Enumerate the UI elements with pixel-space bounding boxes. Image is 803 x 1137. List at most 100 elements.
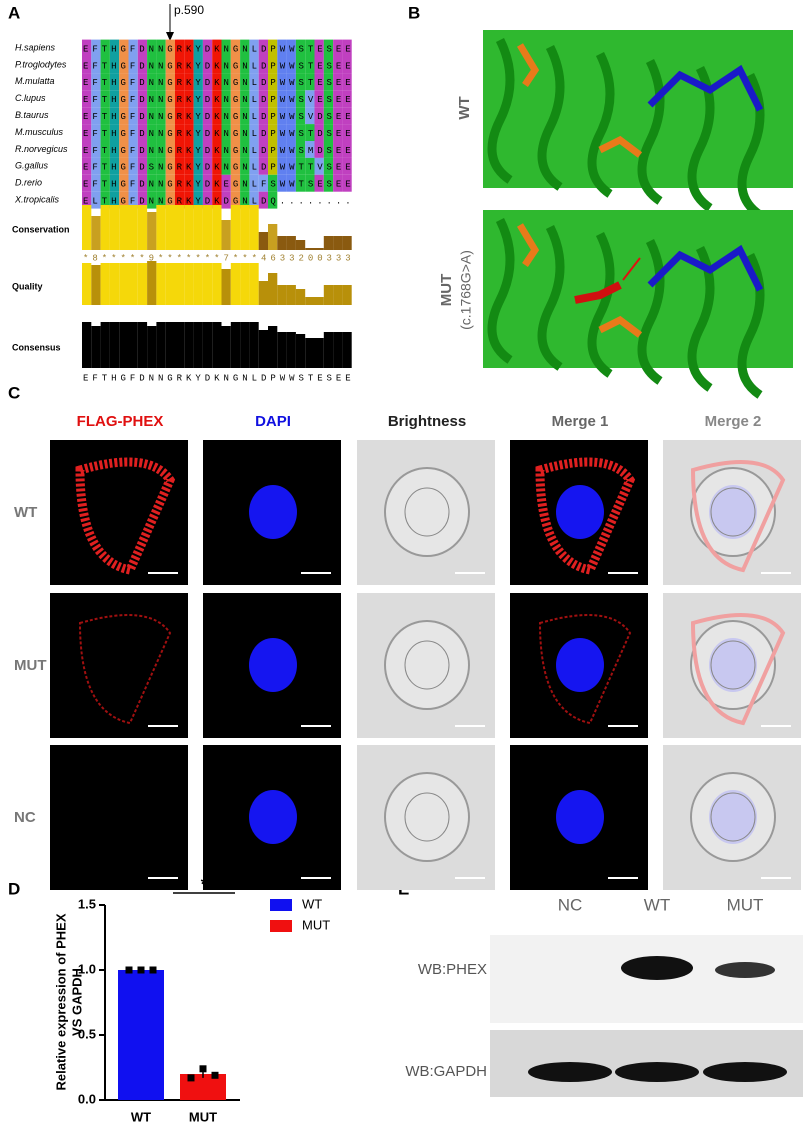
ligand [647,64,764,112]
conservation-scores: *8*****9*******7***4633200333 [83,253,351,263]
panel-label: D [8,879,20,898]
residue-cell [295,90,306,108]
conservation-bar [277,236,287,250]
consensus-bar [305,338,315,368]
blot-label: WB:GAPDH [405,1063,487,1080]
residue-cell [277,124,287,141]
quality-bar [221,269,231,305]
consensus-bar [184,322,194,368]
residue-cell [91,124,101,141]
quality-bar [82,263,92,305]
quality-bar [147,261,157,305]
consensus-bar [277,332,287,368]
residue-cell [193,90,203,108]
quality-bar [305,297,315,305]
quality-bar [119,263,129,305]
residue-cell [137,56,148,74]
species-label: M.musculus [15,127,64,137]
residue-cell [128,73,138,91]
residue-cell [305,124,315,141]
residue-cell [82,73,92,91]
residue-cell [100,174,110,192]
helix [587,51,615,198]
residue-cell [193,191,203,209]
quality-bar [175,263,185,305]
residue-cell [286,157,296,175]
residue-cell [333,157,343,175]
residue-cell [314,56,324,74]
residue-cell [323,141,334,158]
residue-cell [249,73,259,91]
residue-cell [286,56,296,74]
sequence: EFTHGFDSNGRKYDKNGNLDPWWTTVSEE [83,163,351,173]
band [528,1062,612,1082]
sequence: EFTHGFDNNGRKYDKNGNLDPWWSTESEE [83,78,351,88]
residue-cell [147,124,157,141]
quality-bar [137,263,148,305]
residue-cell [147,56,157,74]
residue-cell [202,107,213,125]
residue-cell [268,191,278,209]
quality-bar [240,263,250,305]
sequence: EFTHGFDNNGRKYDKEGNLFSWWTSESEE [83,180,351,190]
residue-cell [184,90,194,108]
quality-bar [100,263,110,305]
residue-cell [119,39,129,57]
residue-cell [240,73,250,91]
residue-cell [165,141,175,158]
residue-cell [333,39,343,57]
track-label: Consensus [12,342,61,352]
residue-cell [175,141,185,158]
consensus-bar [137,322,148,368]
conservation-bar [314,248,324,250]
residue-cell [305,107,315,125]
residue-cell [221,174,231,192]
marker-arrowhead [166,32,174,41]
consensus-bar [323,332,334,368]
residue-cell [323,124,334,141]
conservation-bar [221,220,231,250]
residue-cell [175,174,185,192]
helix [487,217,515,364]
residue-cell [91,107,101,125]
helix [737,72,765,219]
residue-cell [249,124,259,141]
quality-bar [156,263,166,305]
consensus-bar [147,326,157,368]
residue-cell [82,174,92,192]
residue-cell [333,141,343,158]
consensus-bar [100,322,110,368]
residue-cell [305,174,315,192]
residue-cell [268,157,278,175]
residue-cell [137,157,148,175]
residue-cell [342,73,352,91]
conservation-bar [295,240,306,250]
residue-cell [230,107,241,125]
residue-cell [82,39,92,57]
quality-bar [258,281,268,305]
consensus-bar [249,322,259,368]
residue-cell [221,157,231,175]
residue-cell [295,39,306,57]
residue-cell [333,90,343,108]
residue-cell [212,141,222,158]
residue-cell [212,39,222,57]
residue-cell [249,56,259,74]
residue-cell [295,157,306,175]
quality-bar [193,263,203,305]
conservation-bar [156,205,166,250]
residue-cell [212,157,222,175]
residue-cell [305,90,315,108]
residue-cell [314,141,324,158]
residue-cell [268,90,278,108]
residue-cell [342,107,352,125]
residue-cell [277,157,287,175]
residue-cell [333,174,343,192]
row-label: WT [14,504,37,521]
residue-cell [128,56,138,74]
residue-cell [258,191,268,209]
residue-cell [221,124,231,141]
membrane-tint [690,460,786,573]
residue-cell [314,157,324,175]
residue-cell [91,73,101,91]
